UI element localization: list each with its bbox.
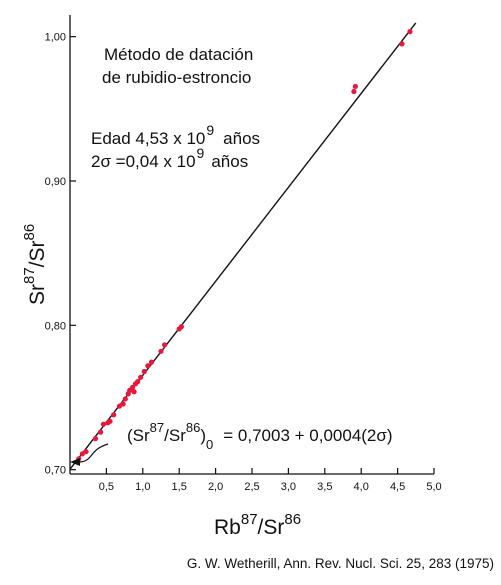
y-tick-label: 0,70 (45, 465, 66, 477)
data-point (148, 359, 155, 365)
y-label-base: Sr (26, 284, 49, 305)
data-point (138, 374, 144, 380)
age-exponent: 9 (206, 122, 214, 138)
y-ticks: 0,70 0,80 0,90 1,00 (45, 32, 76, 477)
sigma-annotation: 2σ =0,04 x 109 años (91, 145, 248, 171)
age-annotation: Edad 4,53 x 109 años (91, 122, 260, 148)
sigma-exponent: 9 (197, 145, 205, 161)
x-tick-label: 3,5 (317, 481, 332, 493)
intercept-sub: 0 (206, 437, 213, 452)
y-label-sup-2: 86 (21, 224, 38, 241)
x-tick-label: 4,0 (354, 481, 369, 493)
x-tick-label: 2,0 (208, 481, 223, 493)
axes: 0,5 1,0 1,5 2,0 2,5 3,0 3,5 4,0 4,5 5,0 0,700,800… (45, 15, 442, 493)
sigma-prefix: 2σ =0,04 x 10 (91, 152, 196, 171)
intercept-open: (Sr (127, 426, 150, 445)
intercept-close: ) (200, 426, 206, 445)
chart-title-line-2: de rubidio-estroncio (102, 68, 251, 87)
sigma-suffix: años (211, 152, 248, 171)
data-point (111, 412, 117, 418)
data-point (107, 418, 113, 424)
x-axis-label: Rb87/Sr86 (214, 511, 301, 539)
y-axis-label: Sr87/Sr86 (21, 224, 49, 305)
y-tick-label: 0,90 (45, 176, 66, 188)
y-tick-label: 1,00 (45, 32, 66, 44)
data-point (135, 379, 141, 385)
intercept-arrowhead (70, 458, 80, 466)
data-point (131, 389, 137, 395)
data-points (76, 28, 413, 462)
x-tick-label: 1,0 (135, 481, 150, 493)
intercept-annotation: (Sr87/Sr86)0 = 0,7003 + 0,0004(2σ) (127, 420, 393, 452)
x-label-sup-2: 86 (284, 511, 301, 528)
intercept-arrow (77, 443, 109, 463)
data-point (158, 348, 164, 354)
data-point (162, 342, 168, 348)
data-point (351, 88, 357, 95)
data-point (100, 421, 107, 427)
y-label-mid: /Sr (26, 240, 49, 267)
intercept-mid: /Sr (164, 426, 186, 445)
x-label-sup-1: 87 (241, 511, 258, 528)
intercept-sup-2: 86 (186, 420, 200, 435)
x-tick-label: 3,0 (281, 481, 296, 493)
data-point (97, 429, 104, 435)
data-point (141, 368, 147, 375)
data-point (83, 449, 89, 455)
intercept-sup-1: 87 (150, 420, 164, 435)
age-prefix: Edad 4,53 x 10 (91, 129, 205, 148)
x-label-base: Rb (214, 516, 241, 539)
x-ticks: 0,5 1,0 1,5 2,0 2,5 3,0 3,5 4,0 4,5 5,0 (99, 468, 442, 493)
x-tick-label: 2,5 (244, 481, 259, 493)
x-tick-label: 0,5 (99, 481, 114, 493)
data-point (352, 83, 358, 90)
y-label-sup-1: 87 (21, 267, 38, 284)
x-tick-label: 4,5 (390, 481, 405, 493)
x-tick-label: 5,0 (426, 481, 441, 493)
data-point (178, 324, 184, 330)
age-suffix: años (223, 129, 260, 148)
data-point (120, 401, 126, 407)
x-label-mid: /Sr (258, 516, 285, 539)
x-tick-label: 1,5 (172, 481, 187, 493)
data-point (130, 384, 136, 390)
data-point (122, 396, 128, 402)
data-point (407, 28, 413, 35)
data-point (92, 436, 99, 442)
intercept-value: = 0,7003 + 0,0004(2σ) (223, 426, 392, 445)
data-point (399, 41, 405, 47)
chart-title-line-1: Método de datación (104, 45, 253, 64)
data-point (145, 363, 151, 369)
y-tick-label: 0,80 (45, 320, 66, 332)
source-citation: G. W. Wetherill, Ann. Rev. Nucl. Sci. 25… (187, 556, 494, 571)
